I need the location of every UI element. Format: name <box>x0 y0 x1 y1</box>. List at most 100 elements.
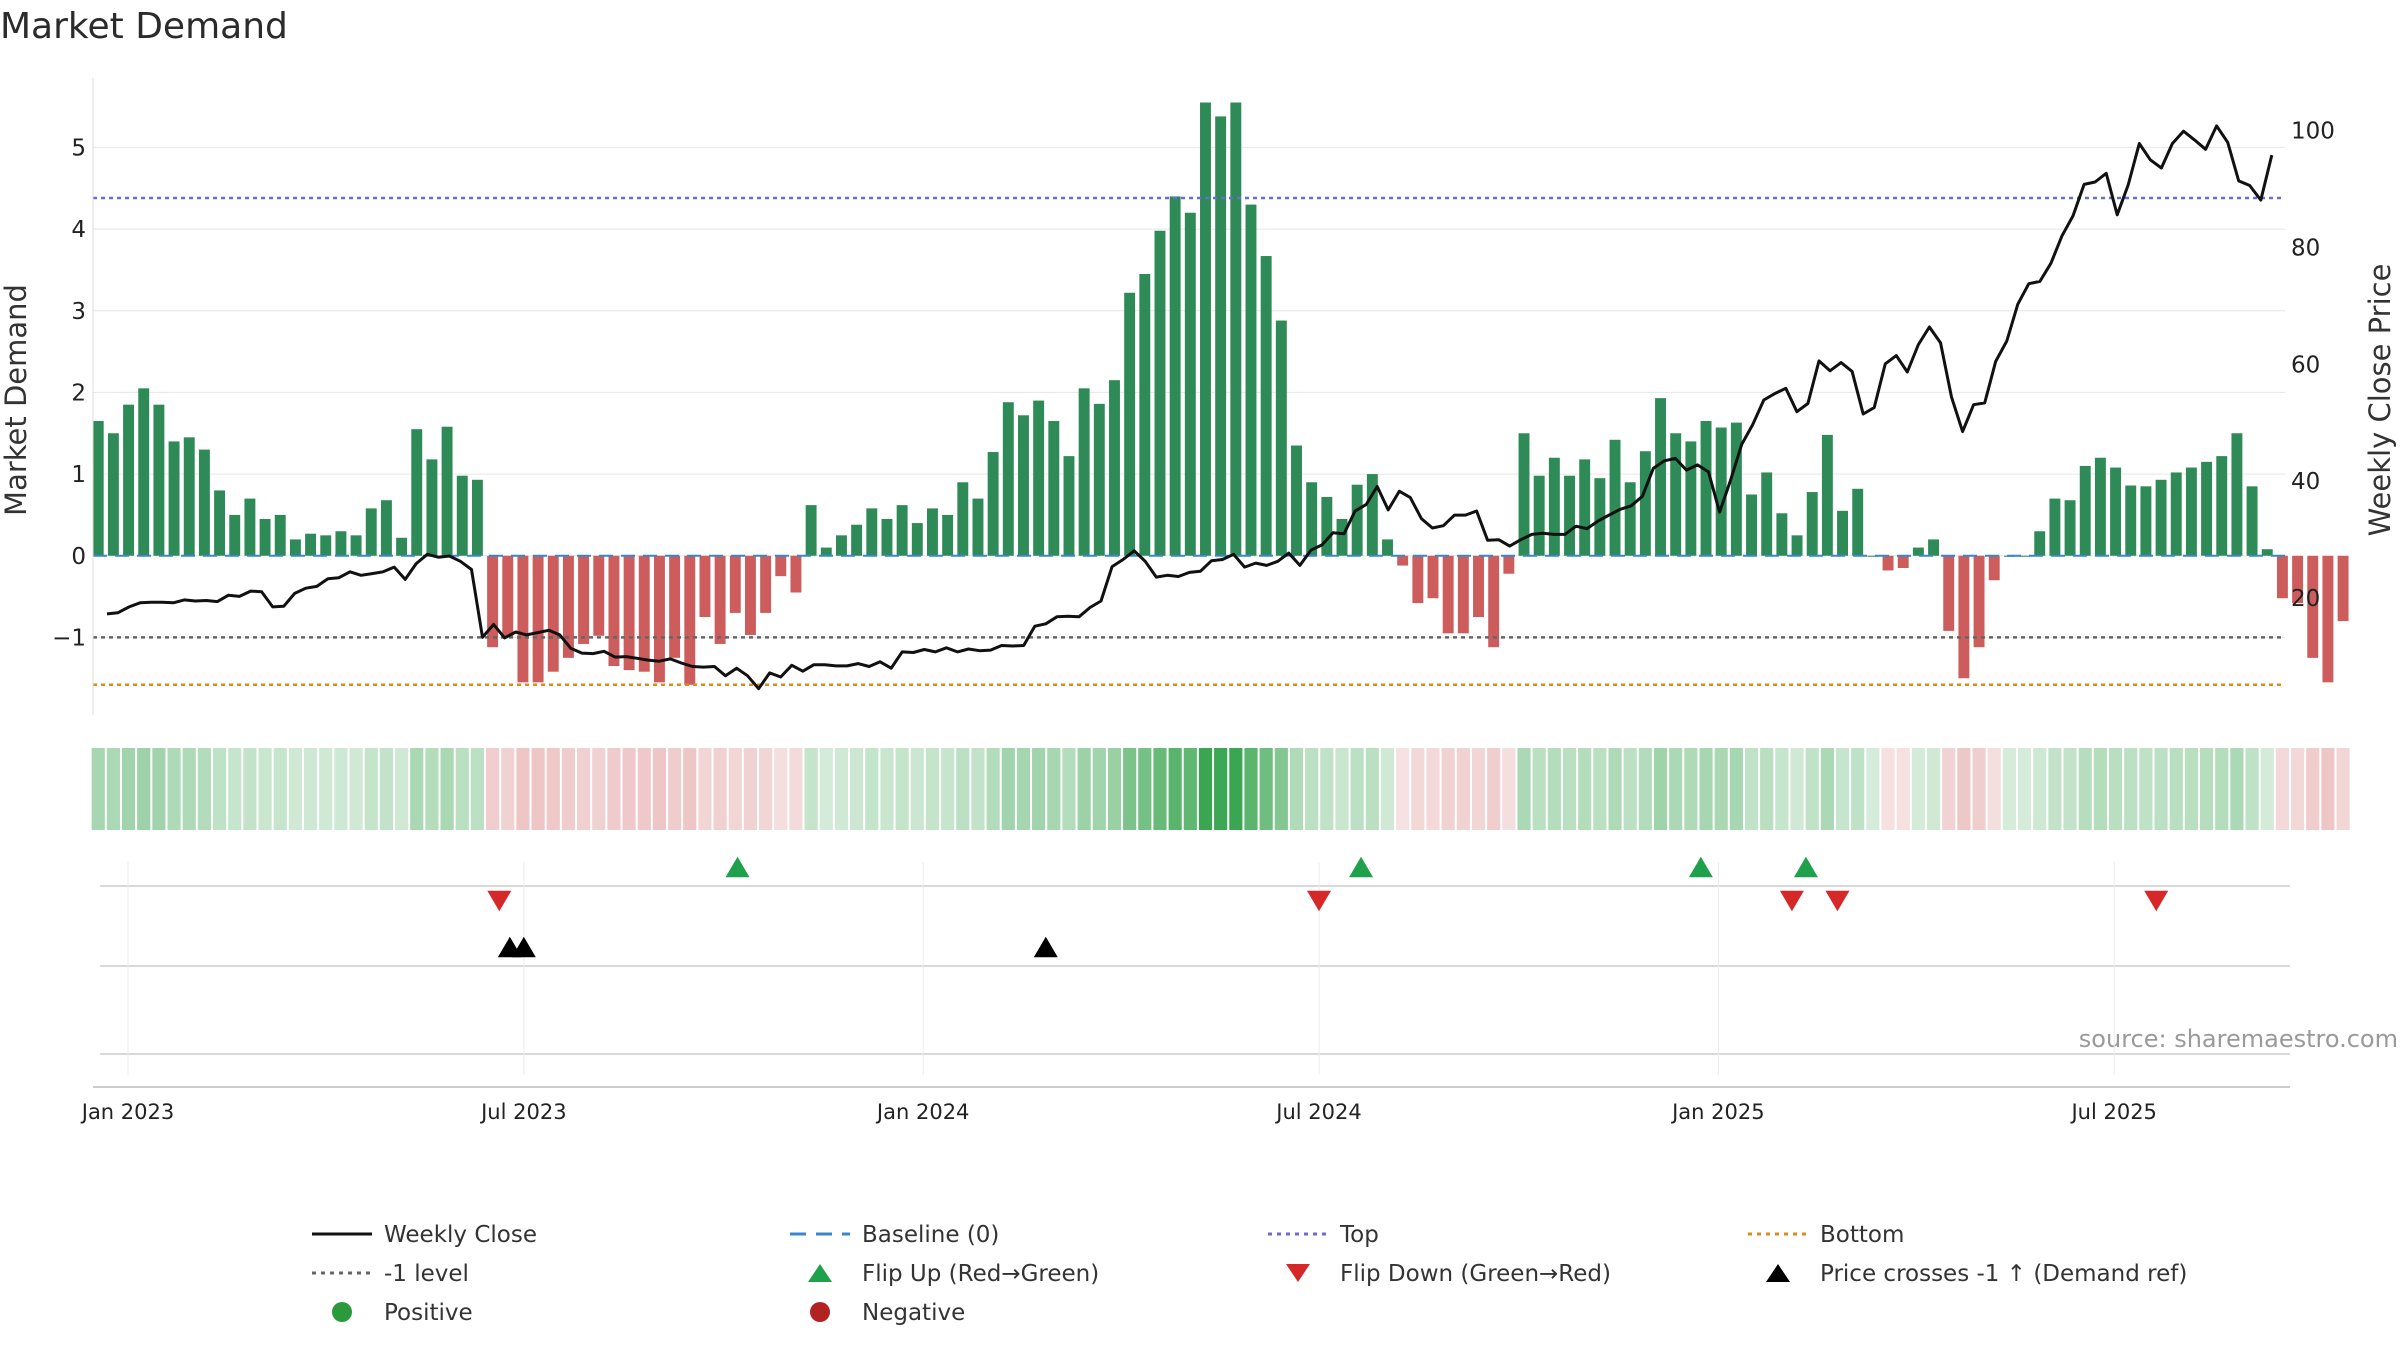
demand-bar <box>972 498 984 556</box>
heat-cell <box>1502 748 1516 830</box>
demand-bar <box>2155 479 2167 556</box>
signal-markers <box>93 856 2290 1088</box>
heat-cell <box>228 748 242 830</box>
heat-cell <box>1229 748 1243 830</box>
heat-cell <box>2078 748 2092 830</box>
weekly-close-line <box>106 124 2274 691</box>
heat-cell <box>850 748 864 830</box>
heat-cell <box>349 748 363 830</box>
legend-swatch <box>1286 1264 1310 1282</box>
heat-cell <box>683 748 697 830</box>
demand-bar <box>456 475 468 556</box>
heat-cell <box>1365 748 1379 830</box>
flip-up-marker <box>1688 856 1713 878</box>
heat-cell <box>561 748 576 830</box>
heat-cell <box>910 748 924 830</box>
heat-cell <box>167 748 181 830</box>
heat-cell <box>1608 748 1622 830</box>
price-cross-marker <box>511 936 536 958</box>
demand-bar <box>1260 256 1272 556</box>
legend-label: Weekly Close <box>384 1222 537 1248</box>
heat-cell <box>804 748 818 830</box>
heat-cell <box>1638 748 1652 830</box>
demand-bar <box>1427 555 1439 599</box>
demand-bar <box>1821 434 1833 556</box>
demand-heat-strip <box>91 748 2350 830</box>
heat-cell <box>1760 748 1774 830</box>
demand-bar <box>1685 441 1697 556</box>
demand-bar <box>1548 457 1560 556</box>
left-axis-label: Market Demand <box>0 284 33 516</box>
heat-cell <box>1047 748 1061 830</box>
reference-lines <box>93 196 2285 687</box>
demand-bar <box>2292 555 2304 604</box>
demand-bar <box>1791 535 1803 556</box>
demand-bar <box>927 508 938 556</box>
demand-bar <box>1715 427 1727 556</box>
heat-cell <box>137 748 151 830</box>
legend-swatch <box>808 1264 832 1282</box>
heat-cell <box>1972 748 1986 830</box>
y-right-tick-label: 60 <box>2291 352 2320 378</box>
legend: Weekly Close Baseline (0) Top Bottom -1 leve… <box>312 1222 2187 1326</box>
heat-cell <box>364 748 378 830</box>
demand-bar <box>699 555 711 617</box>
demand-bar <box>92 421 104 556</box>
heat-cell <box>774 748 788 830</box>
heat-cell <box>395 748 409 830</box>
heat-cell <box>2336 748 2350 830</box>
legend-label: Bottom <box>1820 1222 1904 1248</box>
heat-cell <box>212 748 227 830</box>
heat-cell <box>2139 748 2153 830</box>
demand-bar <box>441 426 453 556</box>
demand-bar <box>2216 456 2228 556</box>
demand-bar <box>744 555 756 635</box>
demand-bar <box>2064 500 2076 556</box>
demand-bar <box>835 535 847 556</box>
heat-cell <box>1926 748 1941 830</box>
heat-cell <box>1107 748 1122 830</box>
heat-cell <box>1320 748 1334 830</box>
y-left-tick-label: 1 <box>71 462 86 488</box>
heat-cell <box>1653 748 1668 830</box>
legend-label: Top <box>1339 1222 1379 1248</box>
demand-bar <box>1564 475 1575 556</box>
demand-bar <box>198 449 210 556</box>
heat-cell <box>2154 748 2168 830</box>
demand-bar <box>471 479 483 556</box>
demand-bar <box>547 555 559 672</box>
heat-cell <box>1562 748 1577 830</box>
right-axis-label: Weekly Close Price <box>2363 264 2397 537</box>
heat-cell <box>1092 748 1106 830</box>
heat-cell <box>2275 748 2289 830</box>
demand-bar <box>1594 478 1606 556</box>
demand-bar <box>1018 415 1029 556</box>
demand-bar <box>1473 555 1484 617</box>
heat-cell <box>486 748 500 830</box>
demand-bar <box>2140 486 2152 556</box>
demand-bar <box>1184 212 1196 556</box>
demand-bar <box>2246 486 2258 556</box>
heat-cell <box>1684 748 1698 830</box>
demand-bars <box>92 102 2349 685</box>
heat-cell <box>789 748 803 830</box>
demand-bar <box>2019 555 2031 557</box>
price-cross-marker <box>1033 936 1058 958</box>
demand-bar <box>866 508 878 556</box>
demand-bar <box>1639 451 1651 556</box>
demand-bar <box>638 555 650 672</box>
y-left-tick-label: 2 <box>71 380 86 406</box>
demand-bar <box>1366 474 1378 556</box>
demand-bar <box>1306 482 1318 556</box>
heat-cell <box>152 748 166 830</box>
heat-cell <box>1123 748 1137 830</box>
flip-down-marker <box>1825 890 1850 912</box>
y-left-tick-label: 0 <box>71 544 86 570</box>
demand-bar <box>1488 555 1500 648</box>
demand-bar <box>2170 472 2182 556</box>
legend-item: -1 level <box>312 1261 469 1287</box>
demand-bar <box>1442 555 1454 634</box>
heat-cell <box>1001 748 1015 830</box>
demand-bar <box>1169 196 1181 556</box>
demand-bar <box>1457 555 1469 634</box>
